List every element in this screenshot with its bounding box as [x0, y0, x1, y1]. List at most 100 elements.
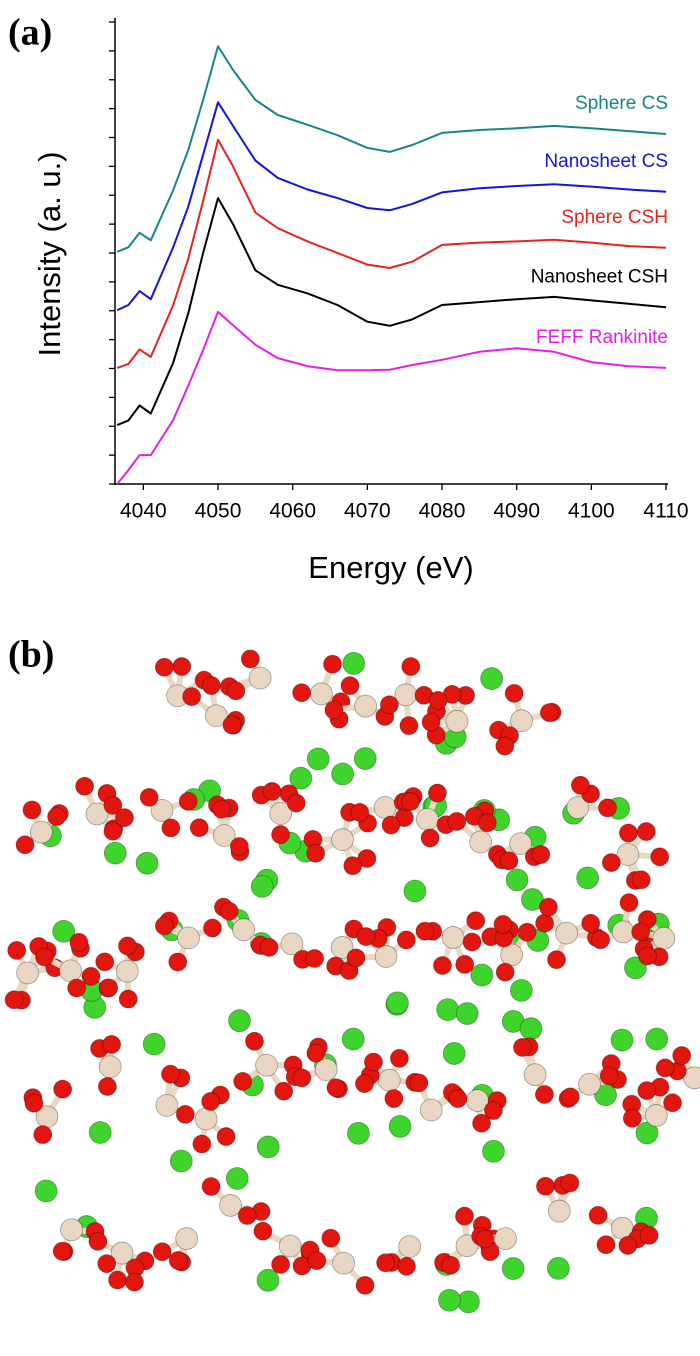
calcium-atom [251, 875, 273, 897]
oxygen-atom [125, 1273, 143, 1291]
oxygen-atom [602, 854, 620, 872]
oxygen-atom [96, 953, 114, 971]
oxygen-atom [118, 937, 136, 955]
oxygen-atom [308, 1252, 326, 1270]
calcium-atom [547, 1257, 569, 1279]
calcium-atom [226, 1167, 248, 1189]
silicon-atom [30, 821, 52, 843]
oxygen-atom [227, 682, 245, 700]
silicon-atom [416, 808, 438, 830]
calcium-atom [577, 867, 599, 889]
oxygen-atom [115, 809, 133, 827]
x-tick-label: 4070 [344, 500, 391, 523]
silicon-atom [233, 919, 255, 941]
oxygen-atom [448, 812, 466, 830]
oxygen-atom [325, 701, 343, 719]
oxygen-atom [322, 1229, 340, 1247]
silicon-atom [442, 926, 464, 948]
oxygen-atom [518, 923, 536, 941]
oxygen-atom [70, 933, 88, 951]
oxygen-atom [140, 788, 158, 806]
oxygen-atom [193, 1135, 211, 1153]
silicon-atom [176, 1228, 198, 1250]
oxygen-atom [234, 1072, 252, 1090]
oxygen-atom [356, 1276, 374, 1294]
oxygen-atom [287, 794, 305, 812]
calcium-atom [389, 1115, 411, 1137]
oxygen-atom [429, 691, 447, 709]
calcium-atom [143, 1033, 165, 1055]
oxygen-atom [582, 914, 600, 932]
oxygen-atom [202, 1092, 220, 1110]
panel-label: (b) [8, 634, 54, 676]
oxygen-atom [496, 963, 514, 981]
oxygen-atom [153, 1243, 171, 1261]
oxygen-atom [364, 1053, 382, 1071]
oxygen-atom [275, 1082, 293, 1100]
series-line [117, 198, 666, 425]
oxygen-atom [571, 776, 589, 794]
silicon-atom [579, 1073, 601, 1095]
calcium-atom [404, 880, 426, 902]
silicon-atom [116, 960, 138, 982]
x-tick-label: 4110 [643, 500, 688, 523]
oxygen-atom [456, 1207, 474, 1225]
oxygen-atom [220, 902, 238, 920]
oxygen-atom [82, 967, 100, 985]
series-label: Sphere CSH [561, 207, 668, 228]
silicon-atom [375, 945, 397, 967]
oxygen-atom [397, 931, 415, 949]
oxygen-atom [48, 808, 66, 826]
silicon-atom [331, 829, 353, 851]
oxygen-atom [155, 917, 173, 935]
calcium-atom [510, 979, 532, 1001]
calcium-atom [332, 763, 354, 785]
oxygen-atom [473, 1114, 491, 1132]
silicon-atom [446, 710, 468, 732]
oxygen-atom [203, 919, 221, 937]
oxygen-atom [664, 1094, 682, 1112]
oxygen-atom [344, 857, 362, 875]
oxygen-atom [421, 829, 439, 847]
calcium-atom [482, 1140, 504, 1162]
calcium-atom [646, 1028, 668, 1050]
calcium-atom [136, 852, 158, 874]
oxygen-atom [190, 819, 208, 837]
silicon-atom [653, 927, 675, 949]
oxygen-atom [100, 979, 118, 997]
x-tick-label: 4090 [493, 500, 540, 523]
oxygen-atom [433, 956, 451, 974]
calcium-atom [520, 1018, 542, 1040]
oxygen-atom [25, 1094, 43, 1112]
calcium-atom [89, 1122, 111, 1144]
oxygen-atom [536, 1177, 554, 1195]
silicon-atom [399, 1235, 421, 1257]
oxygen-atom [98, 1077, 116, 1095]
series-label: Nanosheet CS [544, 151, 668, 172]
oxygen-atom [416, 922, 434, 940]
oxygen-atom [536, 914, 554, 932]
x-tick-label: 4040 [120, 500, 167, 523]
oxygen-atom [176, 1105, 194, 1123]
silicon-atom [378, 1069, 400, 1091]
oxygen-atom [401, 793, 419, 811]
oxygen-atom [272, 826, 290, 844]
oxygen-atom [532, 846, 550, 864]
oxygen-atom [169, 1251, 187, 1269]
silicon-atom [333, 1252, 355, 1274]
oxygen-atom [402, 658, 420, 676]
silicon-atom [420, 1099, 442, 1121]
silicon-atom [310, 683, 332, 705]
silicon-atom [279, 1235, 301, 1257]
oxygen-atom [535, 1085, 553, 1103]
calcium-atom [170, 1150, 192, 1172]
x-tick-label: 4100 [568, 500, 615, 523]
silicon-atom [556, 922, 578, 944]
oxygen-atom [599, 799, 617, 817]
calcium-atom [307, 748, 329, 770]
oxygen-atom [632, 871, 650, 889]
series-label: FEFF Rankinite [536, 327, 668, 348]
oxygen-atom [390, 1049, 408, 1067]
silicon-atom [249, 667, 271, 689]
page: (a) Energy (eV) Intensity (a. u.) (b) 40… [0, 0, 700, 1356]
